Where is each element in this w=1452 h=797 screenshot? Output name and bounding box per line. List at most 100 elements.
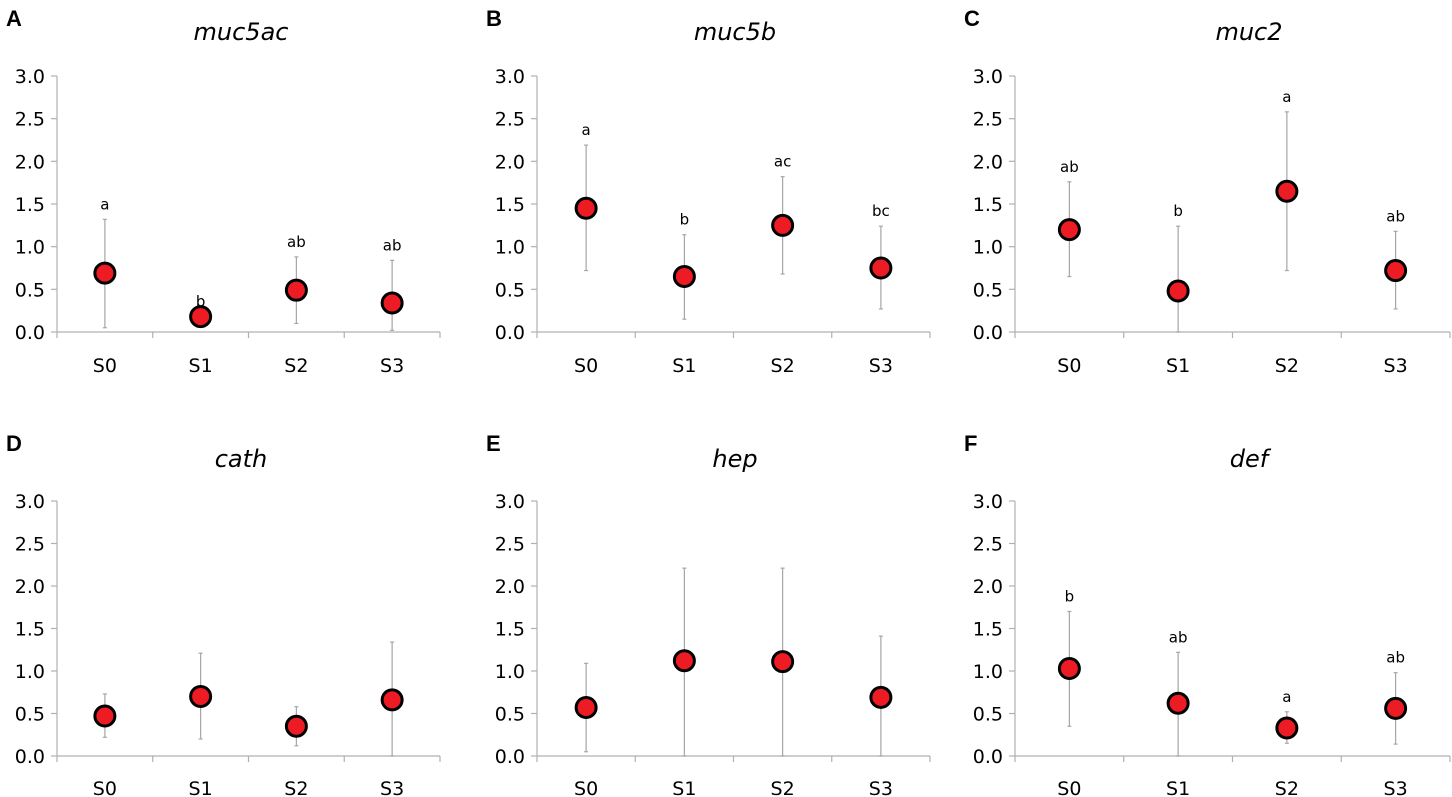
x-tick-label: S0: [93, 355, 117, 377]
y-tick-label: 2.0: [15, 576, 45, 598]
significance-label: ab: [1386, 207, 1405, 225]
data-point: [672, 649, 696, 673]
significance-label: ab: [287, 233, 306, 251]
significance-label: ac: [774, 153, 791, 171]
data-point: [771, 650, 795, 674]
x-tick-label: S1: [1166, 778, 1190, 797]
panel-letter: A: [6, 6, 22, 31]
x-tick-label: S2: [771, 778, 795, 797]
significance-label: b: [1173, 202, 1183, 220]
x-tick-label: S3: [1384, 355, 1408, 377]
panel-title: def: [1230, 445, 1272, 473]
data-point: [380, 688, 404, 712]
panel-letter: D: [6, 431, 22, 456]
y-tick-label: 0.0: [973, 746, 1003, 768]
y-tick-label: 1.0: [495, 237, 525, 259]
y-tick-label: 1.5: [15, 194, 45, 216]
x-tick-label: S2: [284, 355, 308, 377]
significance-label: b: [1065, 588, 1075, 606]
panel-letter: B: [486, 6, 502, 31]
y-tick-label: 1.0: [495, 661, 525, 683]
x-tick-label: S0: [93, 778, 117, 797]
panel-title: muc5b: [694, 18, 776, 46]
x-tick-label: S1: [189, 355, 213, 377]
data-point: [574, 696, 598, 720]
y-tick-label: 1.5: [495, 194, 525, 216]
data-point: [1166, 691, 1190, 715]
x-tick-label: S2: [1275, 778, 1299, 797]
y-tick-label: 2.5: [15, 109, 45, 131]
data-point: [380, 291, 404, 315]
y-tick-label: 3.0: [973, 491, 1003, 513]
y-tick-label: 0.0: [15, 322, 45, 344]
y-tick-label: 1.5: [495, 619, 525, 641]
y-tick-label: 2.0: [15, 151, 45, 173]
panel-title: hep: [712, 445, 757, 473]
data-point: [189, 305, 213, 329]
data-point: [672, 265, 696, 289]
panel-letter: C: [964, 6, 980, 31]
y-tick-label: 0.5: [15, 279, 45, 301]
x-tick-label: S1: [672, 778, 696, 797]
data-point: [869, 685, 893, 709]
data-point: [1057, 218, 1081, 242]
y-tick-label: 0.5: [973, 704, 1003, 726]
data-point: [1275, 179, 1299, 203]
data-point: [284, 278, 308, 302]
data-point: [1057, 656, 1081, 680]
y-tick-label: 2.5: [973, 109, 1003, 131]
panel-letter: E: [486, 431, 501, 456]
panel-title: muc5ac: [194, 18, 289, 46]
data-point: [574, 196, 598, 220]
y-tick-label: 0.0: [495, 746, 525, 768]
y-tick-label: 3.0: [15, 66, 45, 88]
data-point: [93, 261, 117, 285]
y-tick-label: 2.0: [973, 576, 1003, 598]
data-point: [189, 685, 213, 708]
significance-label: a: [1282, 88, 1291, 106]
data-point: [93, 704, 117, 728]
x-tick-label: S1: [189, 778, 213, 797]
significance-label: ab: [383, 236, 402, 254]
x-tick-label: S1: [1166, 355, 1190, 377]
y-tick-label: 0.5: [495, 279, 525, 301]
y-tick-label: 1.0: [15, 237, 45, 259]
y-tick-label: 1.5: [15, 619, 45, 641]
significance-label: ab: [1169, 628, 1188, 646]
y-tick-label: 2.0: [495, 151, 525, 173]
x-tick-label: S2: [1275, 355, 1299, 377]
significance-label: b: [196, 293, 206, 311]
y-tick-label: 3.0: [15, 491, 45, 513]
x-tick-label: S3: [1384, 778, 1408, 797]
y-tick-label: 3.0: [495, 66, 525, 88]
data-point: [1384, 259, 1408, 283]
panel-title: muc2: [1215, 18, 1282, 46]
y-tick-label: 2.5: [15, 534, 45, 556]
x-tick-label: S2: [771, 355, 795, 377]
y-tick-label: 2.0: [495, 576, 525, 598]
y-tick-label: 1.5: [973, 194, 1003, 216]
x-tick-label: S3: [869, 778, 893, 797]
significance-label: ab: [1060, 158, 1079, 176]
data-point: [1384, 696, 1408, 720]
y-tick-label: 1.0: [973, 661, 1003, 683]
y-tick-label: 2.5: [495, 109, 525, 131]
panel-title: cath: [215, 445, 268, 473]
data-point: [1166, 279, 1190, 303]
data-point: [1275, 716, 1299, 740]
data-point: [869, 256, 893, 280]
x-tick-label: S3: [380, 778, 404, 797]
data-point: [284, 714, 308, 738]
panel-letter: F: [964, 431, 977, 456]
y-tick-label: 0.5: [973, 279, 1003, 301]
y-tick-label: 2.5: [973, 534, 1003, 556]
y-tick-label: 0.0: [495, 322, 525, 344]
x-tick-label: S3: [380, 355, 404, 377]
data-point: [771, 213, 795, 237]
y-tick-label: 0.0: [973, 322, 1003, 344]
x-tick-label: S0: [574, 355, 598, 377]
